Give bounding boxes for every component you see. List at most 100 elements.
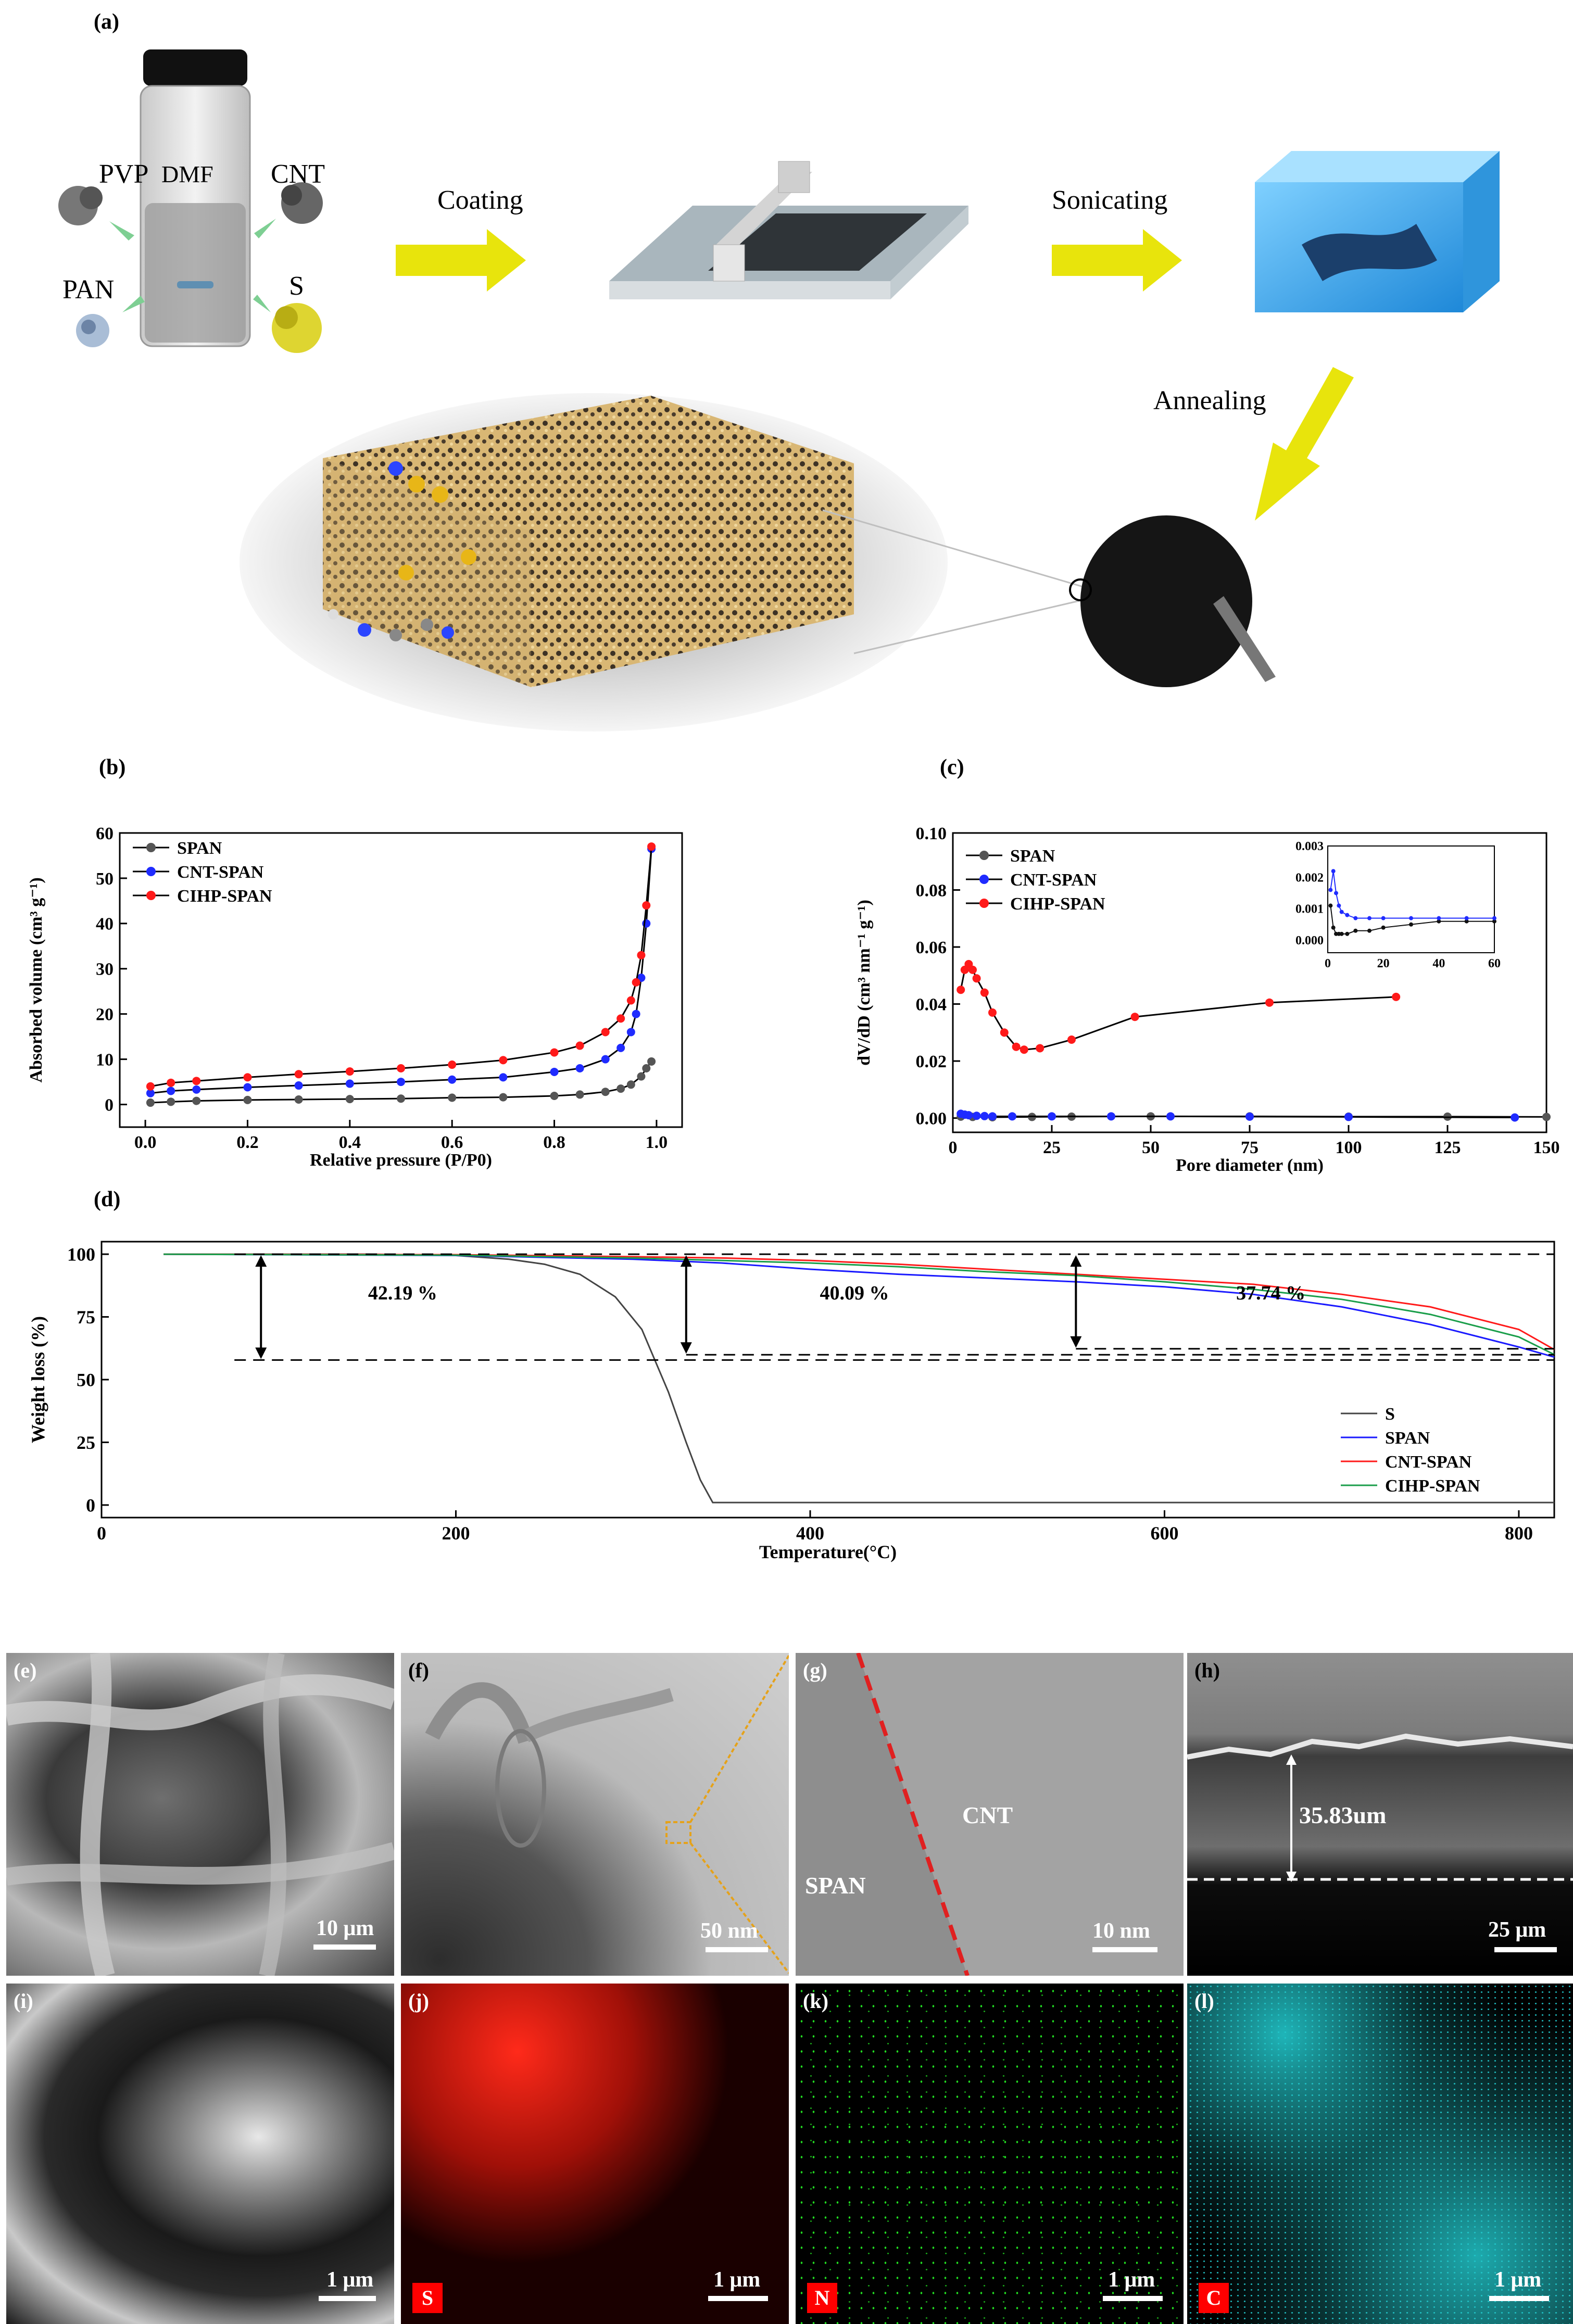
data-point-cnt-span (448, 1075, 457, 1084)
data-point-cihp-span (1265, 998, 1274, 1007)
element-badge-s: S (412, 2283, 443, 2313)
y-axis-label: Weight loss (%) (28, 1316, 48, 1443)
data-point-span (1542, 1113, 1551, 1121)
scale-text-i: 1 μm (326, 2268, 374, 2292)
arrow-head-up (255, 1255, 267, 1267)
sulfur-particle-icon (272, 303, 322, 353)
data-point-cnt-span (626, 1028, 635, 1037)
solvent-label: DMF (161, 161, 213, 187)
inset-data-point (1339, 931, 1344, 936)
eds-map-c: (l) C 1 μm (1187, 1984, 1573, 2324)
cnt-region-label: CNT (962, 1802, 1013, 1828)
panel-label-k: (k) (803, 1989, 828, 2013)
y-tick-label: 0.02 (916, 1052, 947, 1071)
legend-marker (979, 875, 989, 884)
data-point-cnt-span (1245, 1112, 1254, 1121)
scale-text-j: 1 μm (713, 2268, 761, 2292)
scale-bar-l (1489, 2296, 1549, 2301)
scale-text-l: 1 μm (1494, 2268, 1542, 2292)
y-tick-label: 75 (77, 1307, 95, 1328)
inset-data-point (1353, 928, 1358, 933)
inset-data-point (1339, 910, 1344, 914)
legend-marker (979, 899, 989, 908)
data-point-span (192, 1096, 201, 1105)
legend-marker (979, 851, 989, 860)
data-point-cihp-span (1392, 992, 1401, 1001)
data-point-cnt-span (616, 1043, 625, 1052)
data-point-cnt-span (964, 1111, 973, 1120)
panel-label-a: (a) (94, 10, 119, 34)
span-region-label: SPAN (805, 1872, 866, 1899)
data-point-cihp-span (192, 1077, 201, 1085)
y-tick-label: 100 (67, 1244, 95, 1265)
series-line-cnt-span (150, 849, 652, 1094)
data-point-cnt-span (192, 1085, 201, 1094)
inset-data-point (1331, 869, 1336, 874)
data-point-span (397, 1094, 405, 1103)
scale-bar-g (1092, 1947, 1157, 1952)
inset-data-point (1464, 916, 1469, 920)
y-tick-label: 0.08 (916, 881, 947, 900)
x-axis-label: Pore diameter (nm) (1176, 1156, 1324, 1175)
x-tick-label: 0.6 (441, 1133, 463, 1152)
inset-data-point (1381, 925, 1386, 930)
inset-data-point (1437, 916, 1441, 920)
reagent-label-pan: PAN (62, 275, 115, 305)
data-point-cihp-span (957, 986, 965, 994)
scale-bar-j (708, 2296, 768, 2301)
reagent-label-s: S (289, 271, 304, 301)
data-point-cnt-span (499, 1073, 508, 1082)
x-tick-label: 25 (1043, 1138, 1061, 1157)
inset-x-tick-label: 60 (1488, 957, 1501, 970)
inset-data-point (1367, 916, 1371, 920)
weight-loss-annotation: 37.74 % (1236, 1282, 1305, 1304)
pan-particle-icon (76, 314, 109, 347)
data-point-cnt-span (980, 1112, 989, 1120)
reagent-label-pvp: PVP (99, 159, 149, 189)
data-point-cnt-span (294, 1081, 303, 1090)
data-point-cnt-span (632, 1009, 640, 1018)
data-point-span (626, 1080, 635, 1089)
panel-label-g: (g) (803, 1659, 827, 1682)
data-point-cnt-span (1048, 1112, 1056, 1121)
scale-bar-k (1103, 2296, 1163, 2301)
data-point-cnt-span (1008, 1112, 1016, 1121)
data-point-cihp-span (499, 1056, 508, 1065)
series-line-s (163, 1253, 1554, 1504)
x-tick-label: 0.0 (134, 1133, 157, 1152)
eds-map-n: (k) N 1 μm (796, 1984, 1184, 2324)
y-tick-label: 20 (96, 1005, 114, 1025)
inset-y-tick-label: 0.001 (1295, 903, 1324, 916)
data-point-cihp-span (345, 1067, 354, 1076)
inset-data-point (1367, 928, 1371, 933)
data-point-span (499, 1093, 508, 1102)
data-point-cihp-span (642, 901, 651, 910)
scale-bar-e (313, 1944, 376, 1950)
data-point-cnt-span (988, 1112, 997, 1121)
data-point-cihp-span (1000, 1028, 1009, 1037)
data-point-cihp-span (294, 1070, 303, 1079)
inset-data-point (1437, 919, 1441, 924)
x-axis-label: Relative pressure (P/P0) (310, 1151, 492, 1170)
data-point-cihp-span (575, 1041, 584, 1050)
cnt-particle-icon (281, 182, 323, 224)
x-tick-label: 0.8 (543, 1133, 565, 1152)
inset-data-point (1492, 919, 1496, 924)
data-point-cihp-span (1067, 1035, 1076, 1044)
x-tick-label: 100 (1336, 1138, 1362, 1157)
x-tick-label: 400 (796, 1523, 824, 1544)
data-point-cihp-span (626, 996, 635, 1005)
legend-marker (146, 867, 156, 876)
data-point-span (448, 1093, 457, 1102)
x-axis-label: Temperature(°C) (759, 1542, 897, 1562)
panel-label-h: (h) (1194, 1659, 1220, 1682)
legend-entry: CIHP-SPAN (1010, 894, 1105, 914)
data-point-cnt-span (575, 1064, 584, 1072)
data-point-cihp-span (972, 974, 981, 983)
data-point-span (642, 1064, 651, 1072)
inset-y-tick-label: 0.003 (1295, 840, 1324, 853)
y-tick-label: 30 (96, 960, 114, 979)
data-point-cihp-span (1020, 1045, 1028, 1054)
scale-bar-h (1494, 1947, 1557, 1952)
